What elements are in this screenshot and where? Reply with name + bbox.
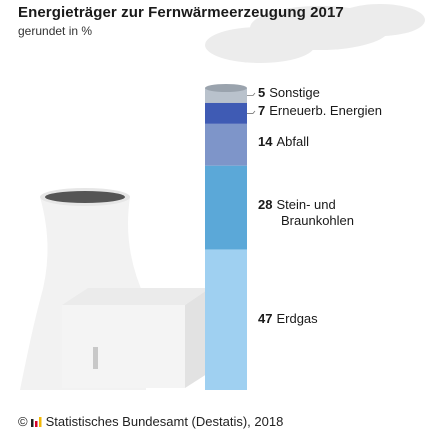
source-line: © Statistisches Bundesamt (Destatis), 20…: [18, 414, 283, 429]
segment-label-text: Erdgas: [276, 311, 318, 326]
copyright-symbol: ©: [18, 414, 28, 429]
chimney-stacked-bar: [205, 84, 247, 390]
leader-line-0: [247, 92, 256, 96]
source-text: Statistisches Bundesamt (Destatis), 2018: [45, 414, 284, 429]
chimney-top-cap: [205, 84, 247, 92]
segment-label-3: 28 Stein- und Braunkohlen: [258, 197, 354, 229]
segment-value: 28: [258, 197, 273, 212]
segment-label-text: Erneuerb. Energien: [269, 103, 382, 118]
building: [62, 288, 210, 388]
segment-label-text: Sonstige: [269, 85, 320, 100]
steam-cloud: [205, 4, 425, 63]
destatis-logo-icon: [30, 416, 42, 427]
bar-segment-1: [205, 102, 247, 124]
segment-label-text: Stein- und: [276, 197, 336, 212]
segment-label-text: Braunkohlen: [281, 213, 354, 228]
bar-segment-3: [205, 165, 247, 250]
chart-subtitle: gerundet in %: [18, 24, 93, 38]
segment-label-text: Abfall: [276, 134, 309, 149]
segment-value: 14: [258, 134, 273, 149]
segment-value: 47: [258, 311, 273, 326]
leader-line-1: [247, 110, 256, 114]
segment-label-0: 5 Sonstige: [258, 85, 320, 101]
segment-label-1: 7 Erneuerb. Energien: [258, 103, 382, 119]
segment-value: 7: [258, 103, 266, 118]
bar-segment-0: [205, 88, 247, 103]
segment-label-2: 14 Abfall: [258, 134, 309, 150]
segment-label-4: 47 Erdgas: [258, 311, 318, 327]
leader-lines: [247, 92, 256, 114]
chart-title: Energieträger zur Fernwärmeerzeugung 201…: [18, 4, 344, 21]
bar-segment-4: [205, 249, 247, 390]
bar-segment-2: [205, 123, 247, 166]
segment-value: 5: [258, 85, 266, 100]
